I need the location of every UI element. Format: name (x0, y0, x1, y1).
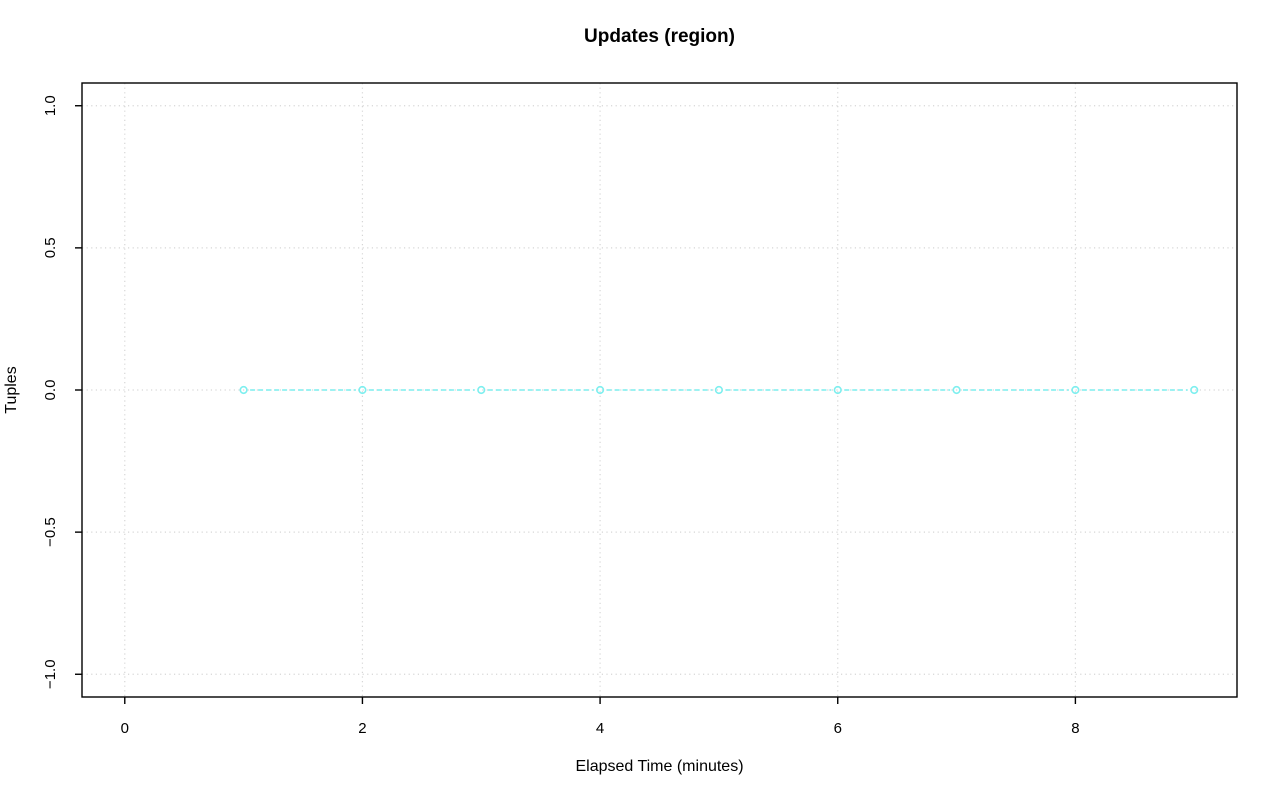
data-point (714, 385, 724, 395)
data-point (833, 385, 842, 395)
data-point (595, 385, 605, 395)
y-axis-title: Tuples (3, 366, 20, 414)
x-tick-label: 0 (121, 720, 129, 737)
data-point (477, 385, 486, 395)
data-point (239, 385, 248, 395)
x-tick-label: 2 (358, 720, 366, 737)
data-point (1190, 385, 1199, 395)
x-tick-label: 6 (834, 720, 842, 737)
y-tick-label: −1.0 (42, 659, 59, 689)
x-axis-title: Elapsed Time (minutes) (575, 758, 744, 775)
x-tick-label: 8 (1071, 720, 1079, 737)
y-tick-label: 1.0 (42, 95, 59, 116)
data-point (1071, 385, 1080, 395)
data-point (952, 385, 961, 395)
chart-title: Updates (region) (584, 26, 735, 47)
y-tick-label: −0.5 (42, 517, 59, 547)
data-point (358, 385, 367, 395)
y-tick-label: 0.0 (42, 380, 59, 401)
x-tick-label: 4 (596, 720, 604, 737)
y-tick-label: 0.5 (42, 237, 59, 258)
